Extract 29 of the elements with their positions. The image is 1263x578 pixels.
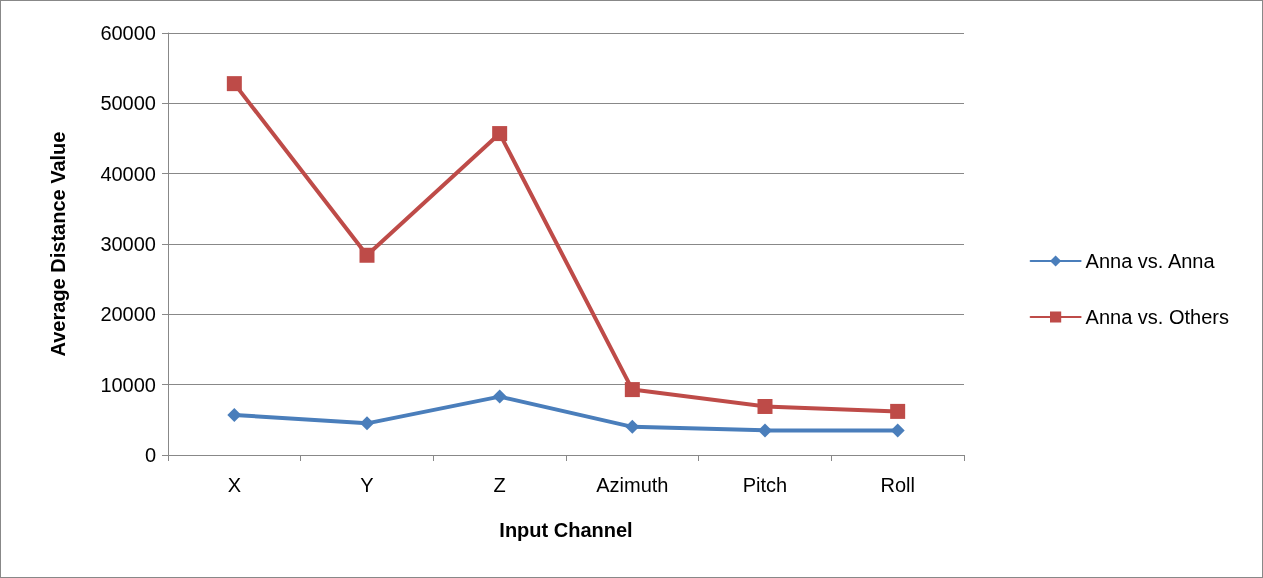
y-axis-title: Average Distance Value	[47, 131, 69, 357]
y-tick-label: 0	[144, 444, 156, 466]
point	[758, 423, 772, 438]
y-tick-label: 30000	[100, 233, 156, 255]
point	[360, 416, 374, 431]
point	[359, 247, 375, 263]
point	[492, 389, 507, 404]
point	[227, 407, 242, 422]
x-tick-label: X	[227, 474, 242, 496]
point	[890, 423, 905, 438]
legend-label: Anna vs. Others	[1085, 306, 1230, 328]
point	[624, 382, 640, 398]
point	[492, 126, 508, 142]
point	[890, 403, 906, 419]
x-tick-label: Roll	[880, 474, 915, 496]
point	[757, 398, 773, 414]
point	[226, 76, 242, 92]
point	[625, 419, 640, 434]
y-tick-label: 40000	[100, 162, 156, 185]
y-tick-label: 50000	[100, 92, 156, 115]
y-tick-label: 20000	[100, 303, 156, 326]
x-tick-label: Pitch	[742, 474, 788, 496]
x-tick-label: Z	[493, 474, 506, 496]
x-tick-label: Azimuth	[596, 474, 669, 496]
y-tick-label: 10000	[100, 373, 156, 396]
x-axis-title: Input Channel	[499, 519, 633, 541]
x-tick-label: Y	[360, 474, 374, 496]
y-tick-label: 60000	[100, 22, 156, 44]
legend-label: Anna vs. Anna	[1085, 250, 1216, 272]
